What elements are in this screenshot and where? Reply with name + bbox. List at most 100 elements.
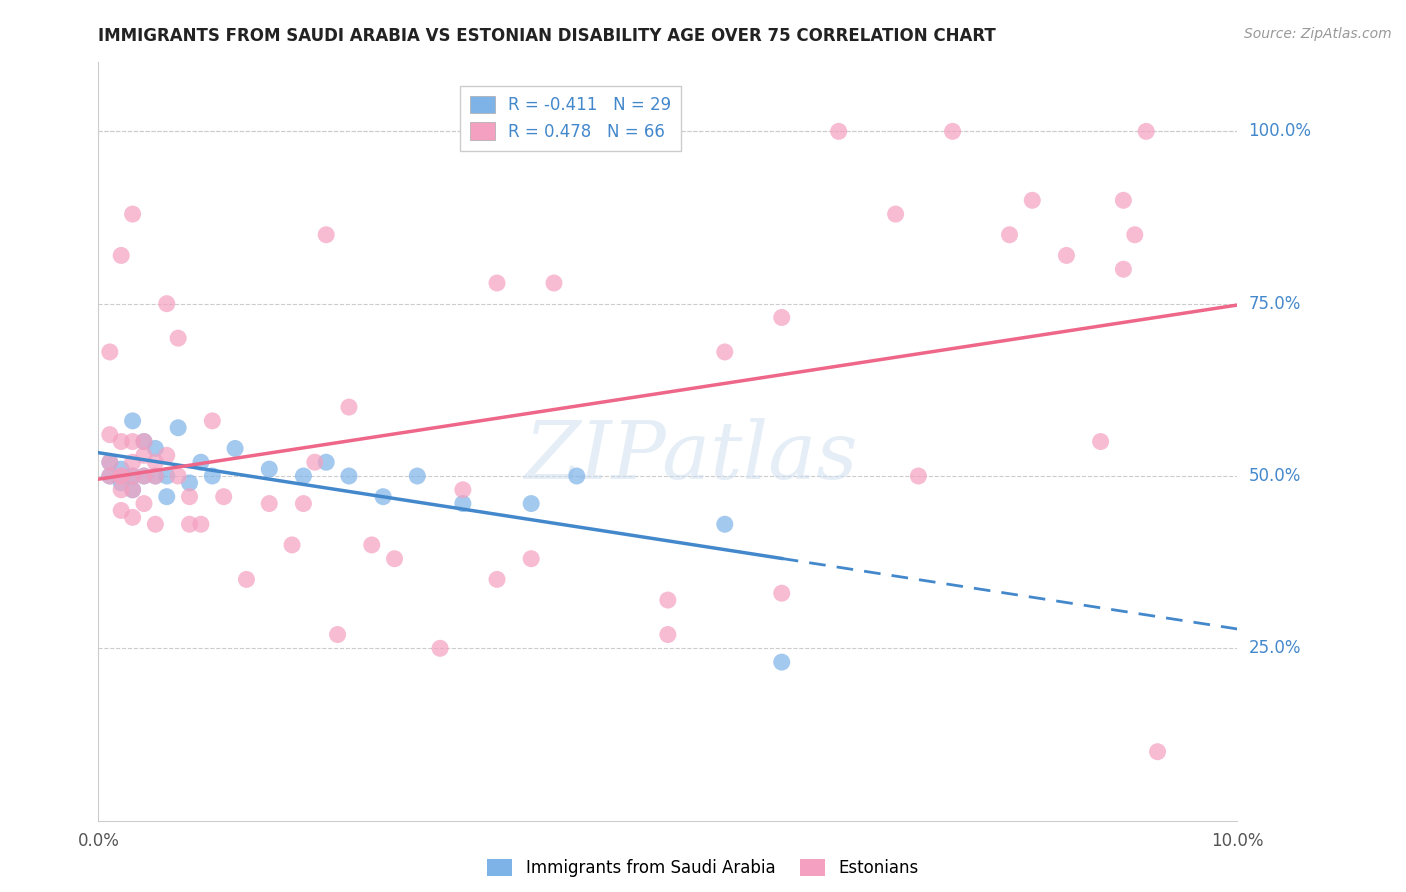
Legend: Immigrants from Saudi Arabia, Estonians: Immigrants from Saudi Arabia, Estonians [481,852,925,884]
Point [224,442,246,456]
Point [907,469,929,483]
Point [156,448,179,462]
Point [1112,194,1135,208]
Point [145,442,167,456]
Text: 50.0%: 50.0% [1249,467,1301,485]
Point [884,207,907,221]
Point [770,655,793,669]
Point [292,497,315,511]
Point [714,345,737,359]
Point [337,469,360,483]
Text: ZIPatlas: ZIPatlas [524,418,858,495]
Point [98,469,121,483]
Point [1123,227,1146,242]
Point [1146,745,1168,759]
Point [259,462,281,476]
Point [179,475,201,490]
Point [145,517,167,532]
Point [190,455,212,469]
Point [132,469,155,483]
Point [212,490,235,504]
Point [657,593,679,607]
Point [292,469,315,483]
Point [179,517,201,532]
Point [110,483,132,497]
Legend: R = -0.411   N = 29, R = 0.478   N = 66: R = -0.411 N = 29, R = 0.478 N = 66 [460,86,682,151]
Point [110,462,132,476]
Point [179,490,201,504]
Point [770,310,793,325]
Point [121,483,143,497]
Text: IMMIGRANTS FROM SAUDI ARABIA VS ESTONIAN DISABILITY AGE OVER 75 CORRELATION CHAR: IMMIGRANTS FROM SAUDI ARABIA VS ESTONIAN… [98,27,997,45]
Point [98,455,121,469]
Point [190,517,212,532]
Point [121,469,143,483]
Point [98,469,121,483]
Point [132,448,155,462]
Point [121,434,143,449]
Point [201,414,224,428]
Point [565,469,588,483]
Point [132,469,155,483]
Point [360,538,382,552]
Point [156,469,179,483]
Point [520,551,543,566]
Point [132,497,155,511]
Point [337,400,360,414]
Point [98,345,121,359]
Point [451,483,474,497]
Point [429,641,451,656]
Point [657,627,679,641]
Point [486,573,509,587]
Point [98,455,121,469]
Point [121,414,143,428]
Point [384,551,406,566]
Point [520,497,543,511]
Point [110,469,132,483]
Text: Source: ZipAtlas.com: Source: ZipAtlas.com [1244,27,1392,41]
Point [145,469,167,483]
Point [132,434,155,449]
Point [121,207,143,221]
Text: 100.0%: 100.0% [1249,122,1312,140]
Point [121,469,143,483]
Point [1112,262,1135,277]
Point [145,469,167,483]
Point [121,510,143,524]
Point [770,586,793,600]
Point [110,475,132,490]
Point [281,538,304,552]
Point [315,455,337,469]
Point [714,517,737,532]
Point [998,227,1021,242]
Point [1021,194,1043,208]
Point [304,455,326,469]
Point [110,469,132,483]
Point [406,469,429,483]
Point [942,124,965,138]
Point [167,469,190,483]
Point [828,124,851,138]
Point [543,276,565,290]
Point [110,248,132,262]
Point [110,434,132,449]
Point [167,331,190,345]
Point [156,490,179,504]
Point [145,455,167,469]
Point [259,497,281,511]
Point [156,296,179,310]
Point [132,434,155,449]
Point [235,573,257,587]
Point [1090,434,1112,449]
Point [201,469,224,483]
Point [110,503,132,517]
Point [121,483,143,497]
Point [451,497,474,511]
Point [315,227,337,242]
Point [167,421,190,435]
Point [121,455,143,469]
Text: 75.0%: 75.0% [1249,294,1301,313]
Text: 25.0%: 25.0% [1249,640,1301,657]
Point [373,490,395,504]
Point [326,627,349,641]
